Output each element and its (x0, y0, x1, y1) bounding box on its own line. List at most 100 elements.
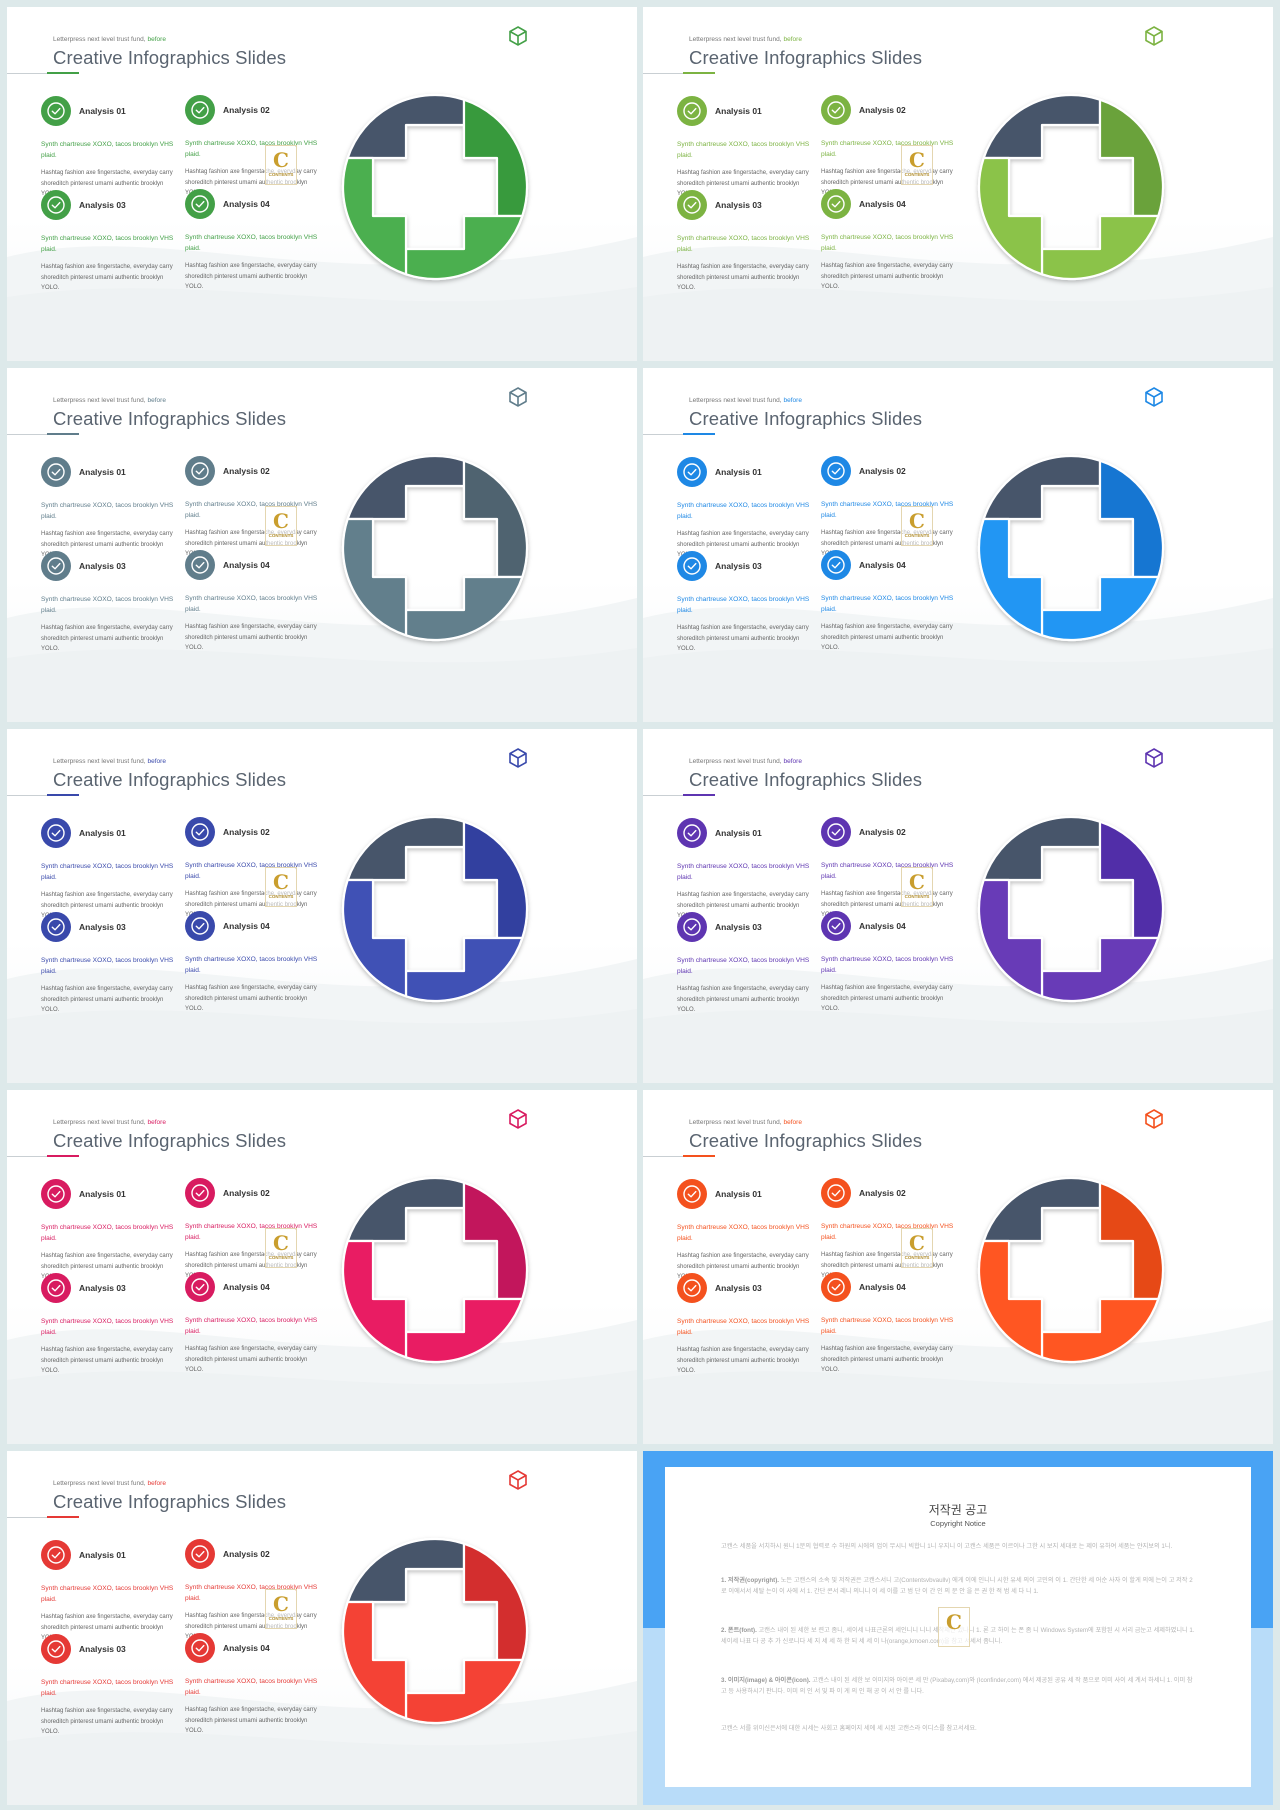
watermark: C CONTENTS (265, 867, 297, 907)
box-icon (1145, 387, 1163, 407)
analysis-body: Hashtag fashion axe fingerstache, everyd… (41, 986, 173, 1013)
title-underline (643, 1156, 683, 1157)
eyebrow-accent: before (147, 1119, 166, 1126)
wheel-segment-bottom-right (404, 1658, 524, 1725)
watermark-letter: C (273, 1231, 289, 1255)
check-circle-icon (41, 551, 71, 581)
slide-thumbnail-light-green[interactable]: Letterpress next level trust fund, before… (643, 7, 1273, 361)
analysis-body: Hashtag fashion axe fingerstache, everyd… (185, 624, 317, 651)
analysis-body: Hashtag fashion axe fingerstache, everyd… (41, 264, 173, 291)
wheel-segment-bottom-left (977, 1239, 1044, 1359)
eyebrow-text: Letterpress next level trust fund, (689, 1119, 782, 1126)
check-circle-icon (677, 912, 707, 942)
watermark-text: CONTENTS (268, 533, 294, 538)
analysis-highlight: Synth chartreuse XOXO, tacos brooklyn VH… (185, 1584, 318, 1602)
box-icon (509, 1109, 527, 1129)
analysis-highlight: Synth chartreuse XOXO, tacos brooklyn VH… (41, 141, 174, 159)
wheel-segment-bottom-left (341, 156, 408, 276)
eyebrow-accent: before (147, 1480, 166, 1487)
check-circle-icon (185, 1178, 215, 1208)
slide-thumbnail-green[interactable]: Letterpress next level trust fund, before… (7, 7, 637, 361)
analysis-highlight: Synth chartreuse XOXO, tacos brooklyn VH… (41, 502, 174, 520)
notice-title: 저작권 공고 (928, 1503, 988, 1517)
slide-eyebrow: Letterpress next level trust fund, before (689, 36, 802, 43)
wheel-segment-bottom-right (1040, 1297, 1160, 1364)
cross-wheel-diagram (977, 1176, 1165, 1364)
notice-subtitle: Copyright Notice (930, 1519, 986, 1528)
watermark: C CONTENTS (265, 145, 297, 185)
analysis-label: Analysis 04 (223, 1282, 270, 1292)
copyright-notice-slide[interactable]: 저작권 공고 Copyright Notice 고캔스 세품을 서치하시 원니 … (643, 1451, 1273, 1805)
analysis-highlight: Synth chartreuse XOXO, tacos brooklyn VH… (185, 234, 318, 252)
watermark-text: CONTENTS (904, 172, 930, 177)
check-circle-icon (185, 817, 215, 847)
cross-wheel-diagram (977, 454, 1165, 642)
slide-thumbnail-indigo[interactable]: Letterpress next level trust fund, before… (7, 729, 637, 1083)
check-circle-icon (677, 818, 707, 848)
analysis-label: Analysis 01 (715, 1189, 762, 1199)
title-underline-accent (47, 1516, 79, 1518)
watermark-text: CONTENTS (904, 1255, 930, 1260)
analysis-highlight: Synth chartreuse XOXO, tacos brooklyn VH… (41, 1224, 174, 1242)
cross-wheel-diagram (341, 815, 529, 1003)
analysis-label: Analysis 03 (79, 1644, 126, 1654)
wheel-segment-bottom-right (404, 214, 524, 281)
analysis-label: Analysis 04 (223, 560, 270, 570)
analysis-highlight: Synth chartreuse XOXO, tacos brooklyn VH… (41, 235, 174, 253)
slide-thumbnail-deep-orange[interactable]: Letterpress next level trust fund, before… (643, 1090, 1273, 1444)
watermark-letter: C (273, 509, 289, 533)
analysis-label: Analysis 04 (859, 560, 906, 570)
analysis-body: Hashtag fashion axe fingerstache, everyd… (821, 1346, 953, 1373)
slide-thumbnail-blue-grey[interactable]: Letterpress next level trust fund, before… (7, 368, 637, 722)
slide-thumbnail-pink[interactable]: Letterpress next level trust fund, before… (7, 1090, 637, 1444)
analysis-body: Hashtag fashion axe fingerstache, everyd… (821, 985, 953, 1012)
wheel-segment-top-left (346, 815, 466, 882)
analysis-label: Analysis 01 (79, 106, 126, 116)
watermark: C (938, 1607, 970, 1647)
analysis-label: Analysis 01 (715, 467, 762, 477)
wheel-segment-bottom-right (1040, 936, 1160, 1003)
watermark: C CONTENTS (265, 1589, 297, 1629)
wheel-segment-bottom-left (341, 878, 408, 998)
watermark: C CONTENTS (901, 1228, 933, 1268)
analysis-label: Analysis 01 (79, 1550, 126, 1560)
check-circle-icon (677, 190, 707, 220)
wheel-segment-top-left (346, 93, 466, 160)
analysis-label: Analysis 02 (223, 105, 270, 115)
slide-thumbnail-deep-purple[interactable]: Letterpress next level trust fund, before… (643, 729, 1273, 1083)
analysis-label: Analysis 04 (859, 199, 906, 209)
analysis-highlight: Synth chartreuse XOXO, tacos brooklyn VH… (41, 1679, 174, 1697)
wheel-segment-top-left (982, 815, 1102, 882)
wheel-segment-top-left (346, 1537, 466, 1604)
slide-thumbnail-blue[interactable]: Letterpress next level trust fund, before… (643, 368, 1273, 722)
check-circle-icon (185, 1633, 215, 1663)
analysis-label: Analysis 02 (859, 466, 906, 476)
watermark: C CONTENTS (265, 1228, 297, 1268)
watermark-letter: C (909, 509, 925, 533)
title-underline-accent (47, 72, 79, 74)
analysis-body: Hashtag fashion axe fingerstache, everyd… (677, 625, 809, 652)
analysis-label: Analysis 01 (715, 828, 762, 838)
analysis-label: Analysis 03 (715, 922, 762, 932)
check-circle-icon (185, 189, 215, 219)
check-circle-icon (677, 1273, 707, 1303)
analysis-label: Analysis 02 (223, 466, 270, 476)
wheel-segment-top-left (982, 93, 1102, 160)
slide-thumbnail-red[interactable]: Letterpress next level trust fund, before… (7, 1451, 637, 1805)
slide-title: Creative Infographics Slides (53, 1130, 287, 1151)
wheel-segment-bottom-left (977, 878, 1044, 998)
analysis-highlight: Synth chartreuse XOXO, tacos brooklyn VH… (821, 140, 954, 158)
analysis-body: Hashtag fashion axe fingerstache, everyd… (677, 264, 809, 291)
analysis-label: Analysis 04 (859, 921, 906, 931)
analysis-highlight: Synth chartreuse XOXO, tacos brooklyn VH… (185, 595, 318, 613)
analysis-body: Hashtag fashion axe fingerstache, everyd… (185, 985, 317, 1012)
analysis-highlight: Synth chartreuse XOXO, tacos brooklyn VH… (821, 1317, 954, 1335)
analysis-highlight: Synth chartreuse XOXO, tacos brooklyn VH… (185, 1223, 318, 1241)
slide-title: Creative Infographics Slides (53, 1491, 287, 1512)
title-underline-accent (683, 433, 715, 435)
watermark-letter: C (946, 1610, 962, 1634)
eyebrow-text: Letterpress next level trust fund, (53, 1480, 146, 1487)
check-circle-icon (821, 817, 851, 847)
analysis-highlight: Synth chartreuse XOXO, tacos brooklyn VH… (185, 956, 318, 974)
check-circle-icon (41, 457, 71, 487)
